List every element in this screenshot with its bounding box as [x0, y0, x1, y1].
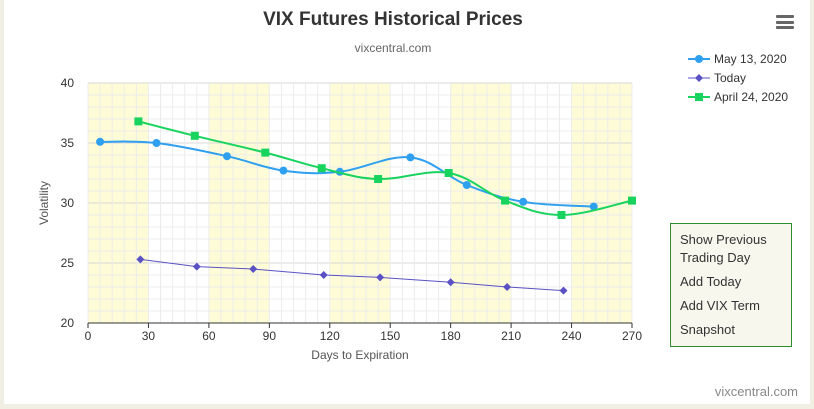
chart-axes: 0 30 60 90 120 150 180 210 240 270 20 25 30 35 40 Days … — [37, 76, 642, 362]
chart-series — [96, 117, 636, 295]
x-axis-title: Days to Expiration — [311, 348, 408, 362]
legend-label: Today — [714, 71, 747, 85]
x-tick-label: 180 — [441, 329, 461, 343]
legend-label: May 13, 2020 — [714, 52, 787, 66]
data-point-diamond — [376, 273, 385, 282]
data-point-circle — [462, 181, 471, 189]
data-point-diamond — [136, 255, 145, 264]
data-point-circle — [589, 202, 598, 211]
data-point-square — [261, 148, 270, 157]
data-point-square — [190, 131, 199, 140]
x-tick-label: 240 — [562, 329, 582, 343]
hamburger-menu-icon[interactable] — [776, 15, 794, 29]
chart-grid — [87, 82, 633, 324]
x-tick-label: 0 — [85, 329, 92, 343]
data-point-diamond — [559, 286, 568, 295]
data-point-circle — [223, 152, 232, 161]
legend-item-today[interactable]: Today — [688, 69, 788, 88]
series-line-1 — [140, 258, 564, 292]
legend-label: April 24, 2020 — [714, 90, 789, 104]
x-tick-label: 30 — [142, 329, 156, 343]
data-point-circle — [279, 166, 288, 175]
y-axis-title: Volatility — [37, 181, 51, 225]
y-tick-label: 35 — [61, 136, 75, 150]
data-point-circle — [519, 197, 528, 206]
legend-item-apr24[interactable]: April 24, 2020 — [688, 88, 788, 107]
x-tick-label: 210 — [501, 329, 521, 343]
menu-item-snapshot[interactable]: Snapshot — [680, 322, 735, 337]
data-point-diamond — [249, 265, 258, 273]
data-point-square — [557, 211, 566, 219]
menu-item-add-vix-term[interactable]: Add VIX Term — [680, 298, 760, 313]
y-tick-label: 25 — [61, 256, 75, 270]
data-point-diamond — [446, 278, 455, 287]
x-tick-label: 150 — [380, 329, 400, 343]
chart-subtitle: vixcentral.com — [354, 41, 432, 55]
x-tick-label: 60 — [202, 329, 216, 343]
chart-context-menu: Show Previous Trading Day Add Today Add … — [670, 223, 792, 347]
chart-legend: May 13, 2020 Today April 24, 2020 — [688, 50, 788, 107]
x-tick-label: 270 — [622, 329, 642, 343]
legend-square-icon — [688, 93, 710, 101]
data-point-diamond — [319, 271, 328, 279]
chart-title: VIX Futures Historical Prices — [263, 9, 523, 30]
legend-diamond-icon — [688, 74, 710, 82]
data-point-square — [134, 117, 143, 126]
data-point-square — [374, 175, 383, 183]
chart-panel: VIX Futures Historical Prices vixcentral… — [4, 0, 810, 404]
credits-link[interactable]: vixcentral.com — [714, 384, 798, 399]
y-tick-label: 40 — [61, 76, 75, 90]
data-point-diamond — [503, 283, 512, 291]
data-point-diamond — [192, 262, 201, 271]
data-point-circle — [152, 139, 161, 147]
x-tick-label: 90 — [263, 329, 277, 343]
y-tick-label: 20 — [61, 316, 75, 330]
menu-item-add-today[interactable]: Add Today — [680, 274, 742, 289]
legend-circle-icon — [688, 55, 710, 63]
data-point-square — [317, 164, 326, 173]
data-point-square — [501, 196, 510, 205]
data-point-square — [444, 169, 453, 177]
legend-item-may13[interactable]: May 13, 2020 — [688, 50, 788, 69]
data-point-circle — [406, 153, 415, 162]
vix-line-chart: 0 30 60 90 120 150 180 210 240 270 20 25 30 35 40 Days … — [37, 76, 642, 362]
x-tick-label: 120 — [320, 329, 340, 343]
menu-item-show-previous-trading-day[interactable]: Show Previous Trading Day — [680, 232, 767, 265]
data-point-circle — [96, 137, 105, 146]
y-tick-label: 30 — [61, 196, 75, 210]
data-point-square — [628, 196, 636, 205]
